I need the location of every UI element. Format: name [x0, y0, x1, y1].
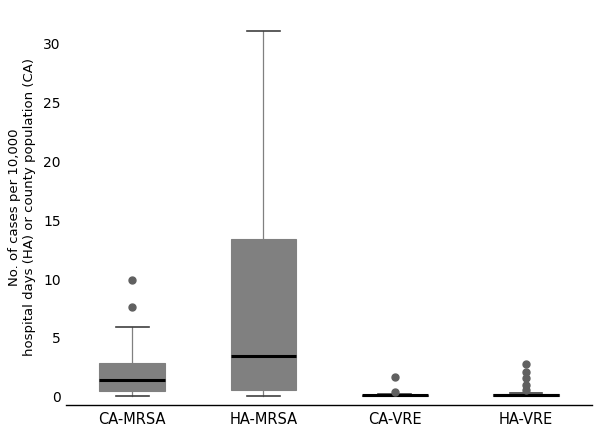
PathPatch shape [493, 394, 559, 396]
Y-axis label: No. of cases per 10,000
hospital days (HA) or county population (CA): No. of cases per 10,000 hospital days (H… [8, 58, 37, 355]
PathPatch shape [362, 395, 428, 396]
PathPatch shape [230, 240, 296, 390]
PathPatch shape [99, 363, 165, 391]
